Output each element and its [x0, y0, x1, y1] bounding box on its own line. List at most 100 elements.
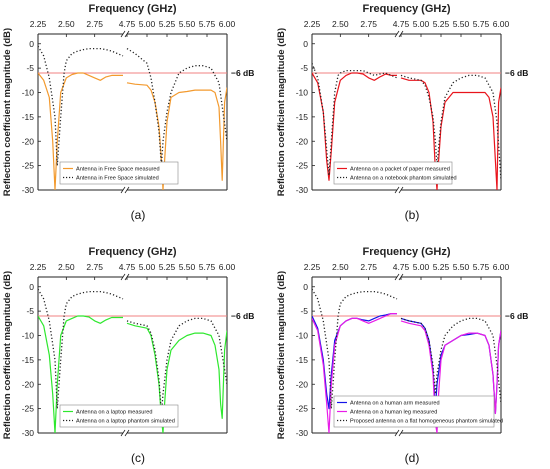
series-line — [38, 72, 123, 190]
x-tick-label: 6.00 — [493, 19, 510, 29]
legend-box — [333, 395, 495, 428]
axis-break-mark — [124, 429, 130, 437]
x-tick-label: 5.25 — [433, 262, 450, 272]
x-tick-label: 2.25 — [304, 19, 321, 29]
x-tick-label: 5.75 — [199, 262, 216, 272]
legend-box — [59, 404, 179, 428]
caption-d: (d) — [405, 451, 420, 465]
y-tick-label: -30 — [296, 428, 309, 438]
y-tick-label: -20 — [22, 379, 35, 389]
y-tick-label: -15 — [296, 112, 309, 122]
y-tick-label: -10 — [296, 88, 309, 98]
chart-title: Frequency (GHz) — [362, 3, 450, 15]
series-line — [38, 315, 123, 433]
axis-break-mark — [394, 30, 400, 38]
series-line — [126, 317, 227, 415]
x-tick-label: 5.00 — [139, 19, 156, 29]
legend-label: Antenna on a human arm measured — [350, 401, 440, 407]
reference-line-label: −6 dB — [505, 311, 528, 321]
x-tick-label: 4.75 — [119, 19, 136, 29]
x-tick-label: 4.75 — [393, 19, 410, 29]
series-line — [400, 77, 501, 190]
series-line — [312, 63, 398, 177]
y-axis-label: Reflection coefficient magnitude (dB) — [276, 28, 287, 196]
y-tick-label: -15 — [22, 112, 35, 122]
x-tick-label: 5.50 — [453, 262, 470, 272]
y-tick-label: 0 — [29, 39, 34, 49]
legend-label: Antenna on a laptop measured — [76, 410, 153, 416]
x-tick-label: 2.50 — [58, 262, 75, 272]
axis-break-mark — [398, 273, 404, 281]
x-tick-label: 5.25 — [159, 262, 176, 272]
y-tick-label: -25 — [296, 404, 309, 414]
series-line — [312, 312, 397, 433]
series-line — [400, 317, 501, 404]
axis-break-mark — [394, 273, 400, 281]
y-tick-label: -20 — [296, 136, 309, 146]
x-tick-label: 5.50 — [179, 262, 196, 272]
axis-break-mark — [394, 429, 400, 437]
x-tick-label: 2.50 — [332, 19, 349, 29]
axis-break-mark — [124, 273, 130, 281]
plot-area — [312, 63, 501, 190]
y-tick-label: -25 — [296, 161, 309, 171]
x-tick-label: 4.75 — [393, 262, 410, 272]
axis-break-mark — [120, 273, 126, 281]
y-tick-label: -20 — [296, 379, 309, 389]
reference-line-label: −6 dB — [505, 68, 528, 78]
legend-label: Antenna in Free Space simulated — [76, 176, 159, 182]
series-line — [400, 320, 501, 433]
x-tick-label: 2.50 — [58, 19, 75, 29]
y-tick-label: -15 — [296, 355, 309, 365]
series-line — [38, 45, 124, 167]
y-tick-label: -10 — [22, 331, 35, 341]
y-tick-label: -20 — [22, 136, 35, 146]
axis-break-mark — [120, 30, 126, 38]
axis-break-mark — [124, 30, 130, 38]
x-tick-label: 5.75 — [473, 19, 490, 29]
y-tick-label: -5 — [300, 306, 308, 316]
y-tick-label: -30 — [22, 185, 35, 195]
legend-label: Proposed antenna on a flat homogeneous p… — [350, 419, 503, 425]
x-tick-label: 5.00 — [139, 262, 156, 272]
chart-title: Frequency (GHz) — [362, 246, 450, 258]
x-tick-label: 5.50 — [453, 19, 470, 29]
x-tick-label: 6.00 — [219, 262, 236, 272]
plot-area — [38, 288, 227, 433]
panel-d: Frequency (GHz)2.25 2.50 2.75 4.75 5.00 5.25 5… — [276, 246, 528, 439]
plot-area — [38, 45, 227, 190]
reference-line-label: −6 dB — [231, 68, 254, 78]
y-tick-label: 0 — [29, 282, 34, 292]
legend-label: Antenna on a packet of paper measured — [350, 167, 450, 173]
y-tick-label: -25 — [22, 161, 35, 171]
legend-label: Antenna on a notebook phantom simulated — [350, 176, 457, 182]
caption-a: (a) — [131, 208, 146, 222]
x-tick-label: 5.75 — [473, 262, 490, 272]
axis-break-mark — [124, 186, 130, 194]
x-tick-label: 2.50 — [332, 262, 349, 272]
x-tick-label: 5.00 — [413, 262, 430, 272]
y-tick-label: -10 — [22, 88, 35, 98]
y-axis-label: Reflection coefficient magnitude (dB) — [2, 28, 13, 196]
axis-break-mark — [120, 429, 126, 437]
y-tick-label: -10 — [296, 331, 309, 341]
panel-a: Frequency (GHz)2.25 2.50 2.75 4.75 5.00 5.25 5… — [2, 3, 254, 196]
legend-label: Antenna on a laptop phantom simulated — [76, 419, 175, 425]
series-line — [126, 82, 227, 190]
x-tick-label: 5.50 — [179, 19, 196, 29]
series-line — [126, 322, 227, 433]
reference-line-label: −6 dB — [231, 311, 254, 321]
y-tick-label: -30 — [296, 185, 309, 195]
x-tick-label: 6.00 — [219, 19, 236, 29]
series-line — [38, 288, 124, 410]
x-tick-label: 5.00 — [413, 19, 430, 29]
y-tick-label: -5 — [26, 306, 34, 316]
axis-break-mark — [398, 186, 404, 194]
x-tick-label: 2.25 — [30, 262, 47, 272]
x-tick-label: 2.75 — [360, 262, 377, 272]
legend-label: Antenna in Free Space measured — [76, 167, 160, 173]
plot-area — [312, 288, 501, 433]
x-tick-label: 5.25 — [433, 19, 450, 29]
x-tick-label: 2.75 — [86, 19, 103, 29]
series-line — [312, 72, 397, 181]
